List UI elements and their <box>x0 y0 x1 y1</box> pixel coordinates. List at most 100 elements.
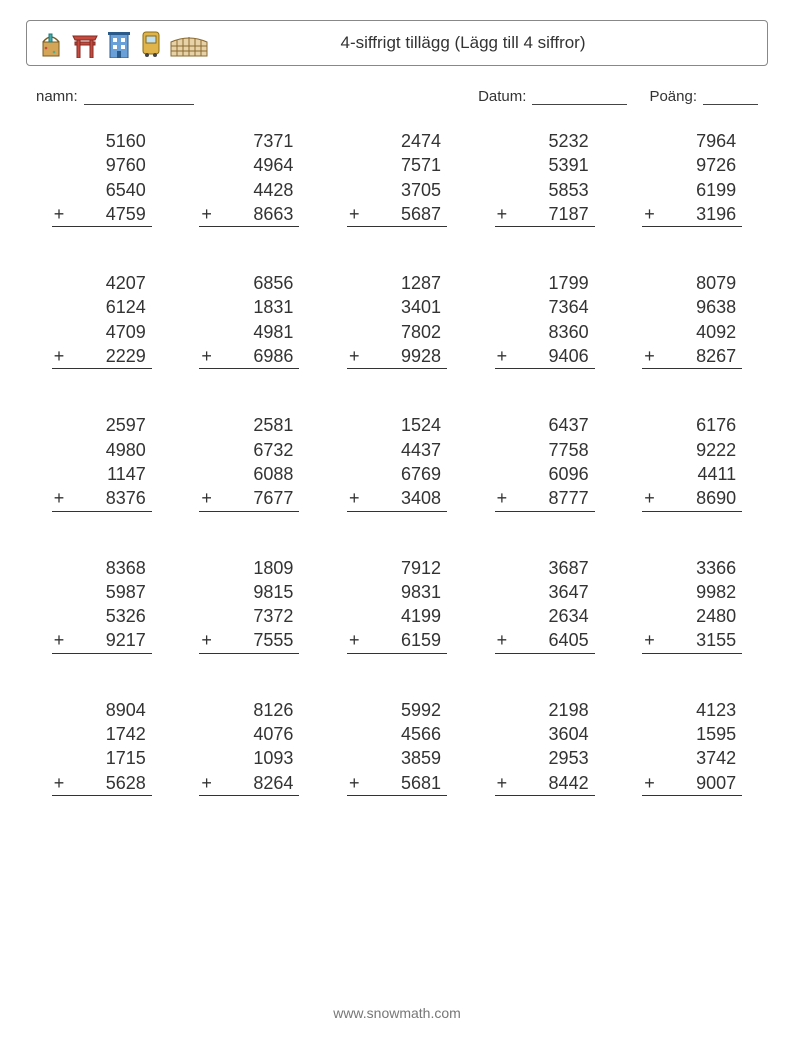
date-blank[interactable] <box>532 88 627 105</box>
addend: 6124 <box>52 295 152 319</box>
addend: 4437 <box>347 438 447 462</box>
operator: + <box>497 202 508 226</box>
problem: 807996384092+8267 <box>642 271 742 369</box>
addend: 4092 <box>642 320 742 344</box>
operator: + <box>497 344 508 368</box>
building-icon <box>105 28 133 58</box>
addend: 1831 <box>199 295 299 319</box>
name-label: namn: <box>36 88 78 105</box>
addend: 2597 <box>52 413 152 437</box>
addend-last: +8777 <box>495 486 595 511</box>
addend-last: +3155 <box>642 628 742 653</box>
score-blank[interactable] <box>703 88 758 105</box>
problem: 890417421715+5628 <box>52 698 152 796</box>
addend: 7912 <box>347 556 447 580</box>
operator: + <box>497 486 508 510</box>
problem: 259749801147+8376 <box>52 413 152 511</box>
addend-last: +8267 <box>642 344 742 369</box>
addend: 4428 <box>199 178 299 202</box>
train-icon <box>139 28 163 58</box>
problem: 599245663859+5681 <box>347 698 447 796</box>
operator: + <box>644 771 655 795</box>
addend: 7758 <box>495 438 595 462</box>
addend: 4980 <box>52 438 152 462</box>
addend-last: +2229 <box>52 344 152 369</box>
addend: 8126 <box>199 698 299 722</box>
addend: 5232 <box>495 129 595 153</box>
problem: 685618314981+6986 <box>199 271 299 369</box>
addend: 6540 <box>52 178 152 202</box>
problem: 219836042953+8442 <box>495 698 595 796</box>
addend: 6199 <box>642 178 742 202</box>
torii-icon <box>71 28 99 58</box>
addend-last: +9928 <box>347 344 447 369</box>
addend: 5326 <box>52 604 152 628</box>
addend-last: +6986 <box>199 344 299 369</box>
addend: 4076 <box>199 722 299 746</box>
addend: 1093 <box>199 746 299 770</box>
problem: 247475713705+5687 <box>347 129 447 227</box>
addend: 3859 <box>347 746 447 770</box>
problem: 336699822480+3155 <box>642 556 742 654</box>
operator: + <box>349 628 360 652</box>
addend: 9831 <box>347 580 447 604</box>
addend: 8360 <box>495 320 595 344</box>
addend: 4207 <box>52 271 152 295</box>
problems-grid: 516097606540+4759737149644428+8663247475… <box>26 129 768 796</box>
name-blank[interactable] <box>84 88 194 105</box>
operator: + <box>349 202 360 226</box>
colosseum-icon <box>169 28 209 58</box>
problem: 643777586096+8777 <box>495 413 595 511</box>
problem: 412315953742+9007 <box>642 698 742 796</box>
operator: + <box>201 486 212 510</box>
operator: + <box>201 344 212 368</box>
addend-last: +6159 <box>347 628 447 653</box>
addend: 3742 <box>642 746 742 770</box>
operator: + <box>497 771 508 795</box>
addend: 7964 <box>642 129 742 153</box>
problem: 836859875326+9217 <box>52 556 152 654</box>
addend-last: +8690 <box>642 486 742 511</box>
operator: + <box>349 344 360 368</box>
problem: 128734017802+9928 <box>347 271 447 369</box>
addend: 1524 <box>347 413 447 437</box>
addend: 4981 <box>199 320 299 344</box>
operator: + <box>54 771 65 795</box>
addend-last: +4759 <box>52 202 152 227</box>
addend-last: +9007 <box>642 771 742 796</box>
addend: 2581 <box>199 413 299 437</box>
addend: 3687 <box>495 556 595 580</box>
addend: 5391 <box>495 153 595 177</box>
addend: 9222 <box>642 438 742 462</box>
operator: + <box>644 486 655 510</box>
addend-last: +7555 <box>199 628 299 653</box>
operator: + <box>644 202 655 226</box>
operator: + <box>54 202 65 226</box>
addend: 3647 <box>495 580 595 604</box>
addend-last: +8376 <box>52 486 152 511</box>
addend: 5160 <box>52 129 152 153</box>
addend-last: +6405 <box>495 628 595 653</box>
operator: + <box>54 344 65 368</box>
operator: + <box>54 486 65 510</box>
operator: + <box>201 771 212 795</box>
problem: 258167326088+7677 <box>199 413 299 511</box>
addend: 3705 <box>347 178 447 202</box>
addend: 6088 <box>199 462 299 486</box>
score-label: Poäng: <box>649 88 697 105</box>
addend: 9815 <box>199 580 299 604</box>
addend: 4964 <box>199 153 299 177</box>
addend: 7372 <box>199 604 299 628</box>
operator: + <box>644 344 655 368</box>
addend: 2474 <box>347 129 447 153</box>
header-icons <box>37 28 209 58</box>
operator: + <box>349 771 360 795</box>
operator: + <box>644 628 655 652</box>
problem: 617692224411+8690 <box>642 413 742 511</box>
addend: 3401 <box>347 295 447 319</box>
addend: 6769 <box>347 462 447 486</box>
addend-last: +7187 <box>495 202 595 227</box>
addend: 6096 <box>495 462 595 486</box>
addend: 8079 <box>642 271 742 295</box>
date-label: Datum: <box>478 88 526 105</box>
